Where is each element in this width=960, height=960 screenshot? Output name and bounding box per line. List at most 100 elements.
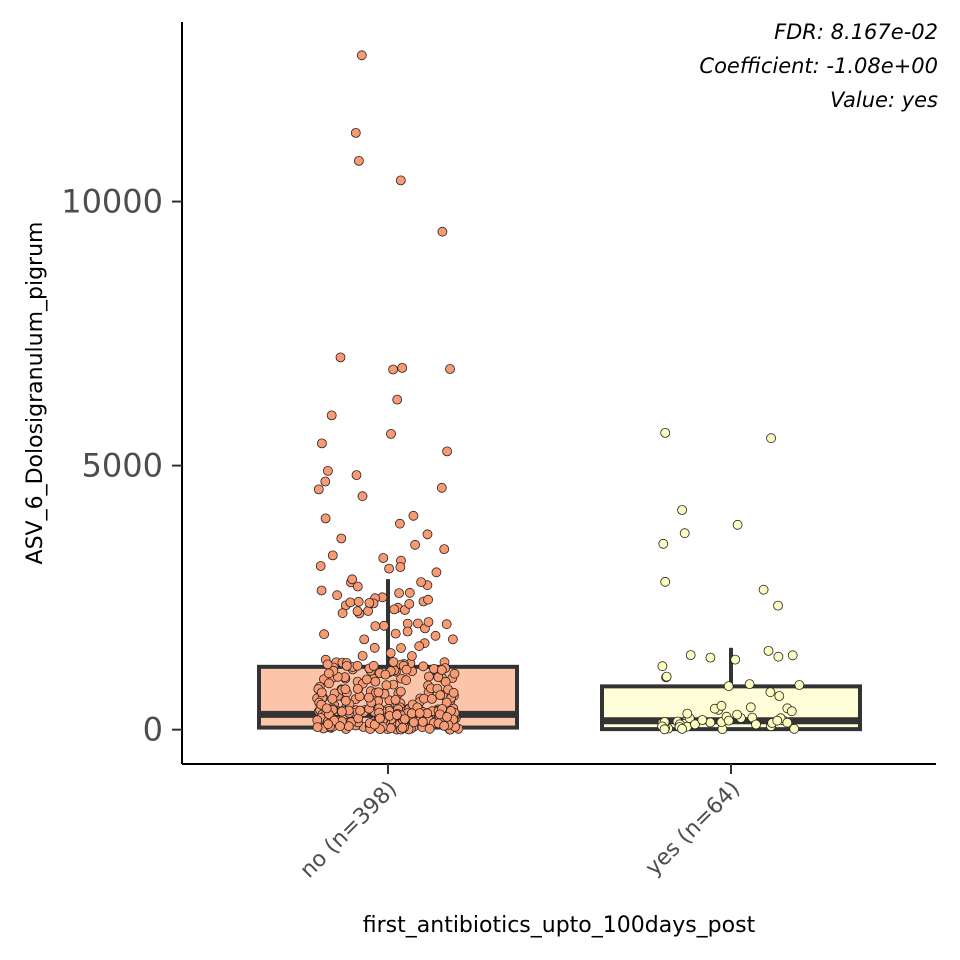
data-point bbox=[352, 684, 363, 694]
data-point bbox=[732, 519, 743, 530]
x-ticks: no (n=398) yes (n=64) bbox=[296, 764, 745, 883]
data-point bbox=[789, 723, 800, 734]
data-point bbox=[406, 651, 417, 661]
data-point bbox=[361, 674, 372, 685]
data-point bbox=[388, 364, 399, 375]
data-point bbox=[380, 669, 391, 680]
data-point bbox=[448, 687, 459, 698]
y-axis-title: ASV_6_Dolosigranulum_pigrum bbox=[23, 222, 48, 565]
data-point bbox=[732, 709, 742, 720]
data-point bbox=[430, 630, 441, 641]
data-point bbox=[685, 650, 696, 660]
y-tick-label: 5000 bbox=[82, 447, 163, 485]
data-point bbox=[435, 690, 446, 700]
data-point bbox=[765, 687, 776, 698]
data-point bbox=[323, 719, 334, 730]
data-point bbox=[658, 538, 669, 549]
data-point bbox=[404, 587, 415, 598]
data-point bbox=[355, 705, 366, 716]
data-point bbox=[390, 695, 401, 705]
data-point bbox=[374, 713, 385, 724]
data-point bbox=[321, 703, 332, 714]
data-point bbox=[368, 660, 379, 671]
data-point bbox=[381, 680, 392, 691]
value-annotation: Value: yes bbox=[830, 88, 938, 112]
data-point bbox=[326, 410, 337, 421]
data-point bbox=[332, 590, 343, 601]
data-point bbox=[794, 680, 805, 690]
y-tick-label: 10000 bbox=[61, 183, 163, 221]
data-point bbox=[414, 641, 425, 652]
axes bbox=[181, 22, 936, 765]
data-point bbox=[397, 362, 408, 373]
data-point bbox=[773, 651, 784, 662]
data-point bbox=[320, 476, 331, 487]
data-point bbox=[340, 695, 351, 706]
data-point bbox=[364, 598, 375, 608]
data-point bbox=[431, 567, 442, 578]
data-point bbox=[397, 723, 408, 733]
data-point bbox=[353, 155, 364, 166]
data-point bbox=[787, 650, 798, 661]
data-point bbox=[394, 588, 405, 598]
data-point bbox=[677, 724, 687, 734]
data-point bbox=[723, 715, 734, 726]
data-point bbox=[316, 438, 327, 449]
data-point bbox=[677, 505, 687, 515]
data-point bbox=[352, 606, 363, 616]
data-point bbox=[441, 619, 452, 630]
data-point bbox=[423, 594, 434, 605]
data-point bbox=[312, 722, 323, 732]
data-point bbox=[417, 717, 428, 727]
data-point bbox=[335, 352, 346, 363]
data-point bbox=[386, 428, 396, 439]
fdr-annotation: FDR: 8.167e-02 bbox=[774, 20, 938, 44]
y-tick-label: 0 bbox=[143, 711, 163, 749]
data-point bbox=[716, 700, 727, 711]
data-point bbox=[319, 629, 330, 640]
data-point bbox=[657, 661, 668, 672]
data-point bbox=[353, 596, 364, 607]
data-point bbox=[773, 600, 783, 611]
data-point bbox=[322, 465, 333, 476]
coefficient-annotation: Coefficient: -1.08e+00 bbox=[699, 54, 938, 78]
data-point bbox=[370, 621, 381, 631]
data-point bbox=[395, 175, 406, 186]
data-point bbox=[359, 634, 370, 645]
data-point bbox=[426, 694, 437, 704]
data-point bbox=[690, 719, 700, 730]
data-point bbox=[402, 626, 413, 637]
data-point bbox=[445, 364, 455, 374]
data-point bbox=[723, 681, 734, 691]
data-point bbox=[436, 482, 447, 493]
data-point bbox=[745, 702, 756, 713]
data-point bbox=[363, 692, 374, 703]
data-point bbox=[315, 561, 326, 571]
data-point bbox=[327, 694, 338, 704]
data-point bbox=[408, 510, 419, 521]
data-point bbox=[385, 648, 396, 658]
data-point bbox=[350, 127, 361, 138]
data-point bbox=[439, 721, 450, 731]
data-point bbox=[324, 678, 334, 689]
data-point bbox=[401, 664, 412, 675]
data-point bbox=[345, 597, 356, 608]
data-point bbox=[340, 684, 351, 695]
data-point bbox=[442, 712, 452, 722]
data-point bbox=[323, 668, 334, 679]
data-point bbox=[336, 533, 347, 544]
data-point bbox=[316, 585, 327, 596]
data-point bbox=[373, 687, 384, 698]
data-point bbox=[389, 604, 400, 615]
data-point bbox=[751, 719, 761, 730]
data-point bbox=[392, 394, 403, 405]
data-point bbox=[369, 642, 380, 653]
data-point bbox=[327, 550, 338, 561]
data-point bbox=[697, 715, 708, 725]
data-point bbox=[447, 634, 458, 645]
data-point bbox=[404, 599, 415, 609]
data-point bbox=[744, 679, 755, 689]
data-point bbox=[363, 606, 374, 616]
data-point bbox=[412, 618, 423, 629]
